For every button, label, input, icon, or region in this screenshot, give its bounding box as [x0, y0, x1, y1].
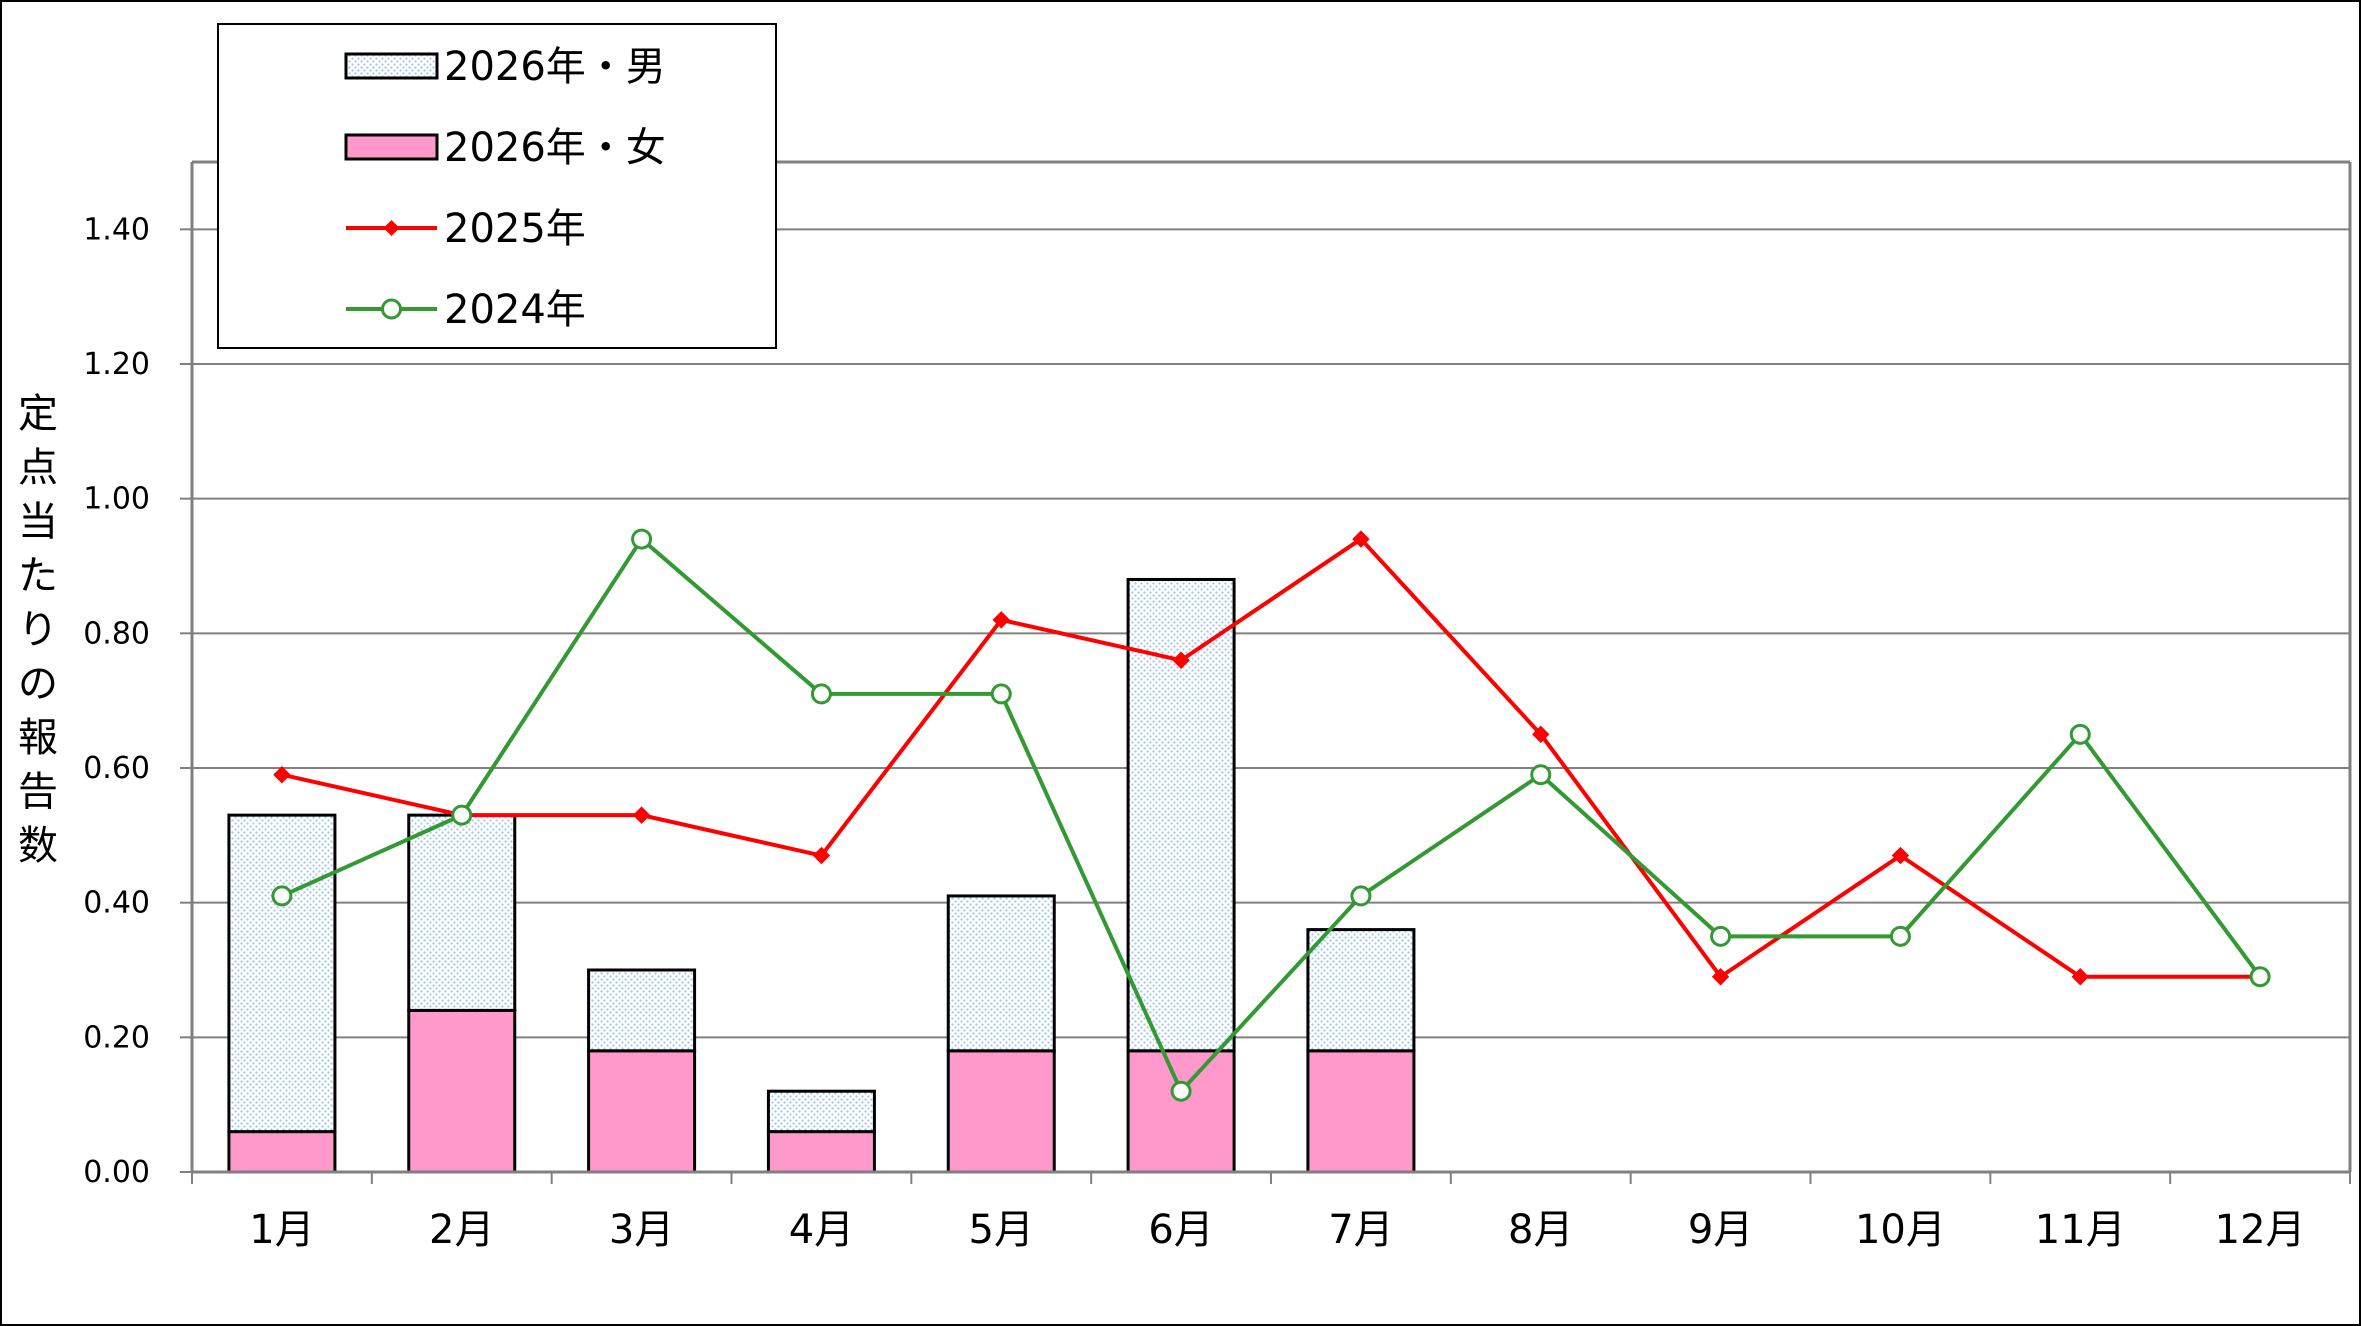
y-tick-label: 1.00 [83, 482, 150, 517]
point-circle [631, 528, 653, 550]
bar-female [407, 1008, 517, 1174]
y-axis-ticks: 0.00 0.20 0.40 0.60 0.80 1.00 1.20 1.40 [83, 212, 192, 1190]
y-axis-title-char: 報 [18, 715, 58, 761]
x-tick-label: 8月 [1508, 1207, 1573, 1253]
point-circle [1350, 885, 1372, 907]
point-circle [1530, 764, 1552, 786]
point-circle [451, 804, 473, 826]
y-axis-title-char: 当 [18, 499, 58, 545]
y-tick-label: 0.40 [83, 886, 150, 921]
y-tick-label: 1.20 [83, 347, 150, 382]
legend: 2026年・男 2026年・女 2025年 2024年 [217, 23, 777, 349]
point-circle [2249, 966, 2271, 988]
x-tick-label: 7月 [1328, 1207, 1393, 1253]
point-circle [1710, 925, 1732, 947]
point-circle [810, 683, 832, 705]
line-diamond [281, 537, 2261, 979]
y-tick-label: 0.20 [83, 1020, 150, 1055]
legend-box [217, 23, 777, 349]
y-axis-title-char: 定 [18, 391, 58, 437]
x-tick-label: 10月 [1855, 1207, 1946, 1253]
legend-swatch-male [344, 52, 439, 80]
x-tick-label: 1月 [249, 1207, 314, 1253]
y-axis-title-char: た [18, 553, 58, 599]
legend-label: 2026年・女 [444, 125, 666, 171]
line-circle [281, 537, 2262, 1094]
y-axis-title-char: 点 [18, 445, 58, 491]
lines [271, 528, 2271, 1102]
y-tick-label: 0.60 [83, 751, 150, 786]
point-diamond [2071, 968, 2089, 986]
x-tick-label: 4月 [789, 1207, 854, 1253]
point-diamond [812, 846, 831, 865]
x-tick-label: 2月 [429, 1207, 494, 1253]
y-axis-title-char: り [18, 607, 58, 653]
point-diamond [1891, 846, 1910, 865]
bar-female [1126, 1049, 1236, 1174]
point-circle [1889, 925, 1911, 947]
point-diamond [992, 611, 1010, 629]
point-circle [1170, 1080, 1192, 1102]
point-diamond [1172, 651, 1190, 669]
x-tick-label: 5月 [969, 1207, 1034, 1253]
y-tick-label: 1.40 [83, 212, 150, 247]
legend-label: 2026年・男 [444, 44, 666, 90]
bar-female [1306, 1049, 1416, 1174]
point-circle [2069, 723, 2091, 745]
x-tick-label: 12月 [2215, 1207, 2306, 1253]
x-tick-label: 9月 [1688, 1207, 1753, 1253]
bar-female [227, 1130, 337, 1174]
bar-male [407, 813, 517, 1012]
point-diamond [632, 806, 651, 824]
legend-label: 2024年 [444, 287, 586, 333]
point-diamond [1532, 725, 1550, 744]
x-tick-label: 6月 [1148, 1207, 1213, 1253]
bar-male [1306, 928, 1416, 1053]
point-diamond [273, 766, 291, 784]
y-tick-label: 0.80 [83, 616, 150, 651]
x-axis-ticks: 1月 2月 3月 4月 5月 6月 7月 8月 9月 10月 11月 12月 [191, 1172, 2351, 1253]
bar-male [587, 968, 697, 1053]
legend-marker-diamond [383, 220, 400, 236]
point-circle [990, 683, 1012, 705]
bar-male [227, 813, 337, 1134]
point-diamond [1352, 530, 1370, 548]
bar-male [766, 1089, 876, 1134]
x-tick-label: 3月 [609, 1207, 674, 1253]
legend-label: 2025年 [444, 206, 586, 252]
point-diamond [1711, 968, 1730, 986]
y-axis-title-char: の [18, 661, 58, 707]
point-circle [271, 885, 293, 907]
y-tick-label: 0.00 [83, 1155, 150, 1190]
gridlines [192, 228, 2350, 1039]
bar-male [946, 894, 1056, 1053]
legend-marker-circle [381, 298, 402, 320]
bar-female [946, 1049, 1056, 1174]
y-axis-title-char: 数 [18, 823, 58, 869]
bar-female [766, 1130, 876, 1174]
bar-female [587, 1049, 697, 1174]
y-axis-title-char: 告 [18, 769, 58, 815]
x-tick-label: 11月 [2035, 1207, 2126, 1253]
legend-swatch-female [344, 133, 439, 161]
